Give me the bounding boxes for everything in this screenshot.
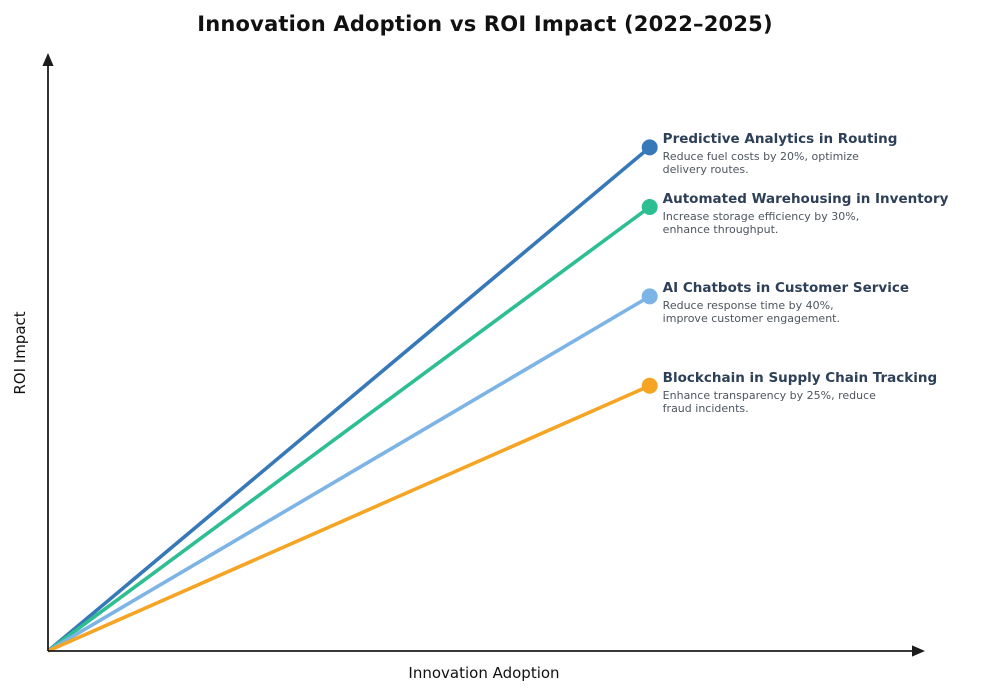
series-endpoint-dot-1 bbox=[641, 139, 658, 156]
annotation-series-4: Blockchain in Supply Chain Tracking Enha… bbox=[663, 370, 963, 415]
annotation-description: Reduce response time by 40%, improve cus… bbox=[663, 299, 963, 325]
annotation-desc-line: improve customer engagement. bbox=[662, 312, 840, 326]
annotation-title: Blockchain in Supply Chain Tracking bbox=[662, 369, 938, 386]
series-line-1 bbox=[46, 145, 651, 653]
annotation-series-1: Predictive Analytics in Routing Reduce f… bbox=[663, 131, 963, 176]
axes-layer bbox=[42, 53, 925, 657]
annotation-series-3: AI Chatbots in Customer Service Reduce r… bbox=[663, 280, 963, 325]
annotation-title: AI Chatbots in Customer Service bbox=[662, 280, 909, 297]
x-axis-label: Innovation Adoption bbox=[408, 664, 560, 682]
series-layer bbox=[46, 139, 658, 653]
y-axis-arrowhead-icon bbox=[42, 53, 54, 66]
y-axis-label: ROI Impact bbox=[11, 311, 29, 395]
annotation-desc-line: Reduce response time by 40%, bbox=[662, 299, 834, 313]
series-line-2 bbox=[46, 205, 651, 653]
annotation-desc-line: Enhance transparency by 25%, reduce bbox=[662, 388, 876, 402]
annotation-desc-line: delivery routes. bbox=[662, 163, 749, 177]
annotation-desc-line: fraud incidents. bbox=[662, 401, 749, 415]
annotation-desc-line: Reduce fuel costs by 20%, optimize bbox=[662, 150, 859, 164]
annotation-title: Automated Warehousing in Inventory bbox=[662, 190, 949, 207]
series-line-4 bbox=[47, 384, 651, 653]
annotation-series-2: Automated Warehousing in Inventory Incre… bbox=[663, 191, 963, 236]
annotation-desc-line: enhance throughput. bbox=[662, 222, 779, 236]
annotation-description: Enhance transparency by 25%, reduce frau… bbox=[663, 389, 963, 415]
series-endpoint-dot-2 bbox=[641, 198, 658, 215]
annotation-title: Predictive Analytics in Routing bbox=[662, 131, 898, 148]
annotation-desc-line: Increase storage efficiency by 30%, bbox=[662, 209, 860, 223]
annotation-description: Increase storage efficiency by 30%, enha… bbox=[663, 210, 963, 236]
series-endpoint-dot-4 bbox=[641, 377, 658, 394]
series-endpoint-dot-3 bbox=[641, 288, 658, 305]
annotation-description: Reduce fuel costs by 20%, optimize deliv… bbox=[663, 150, 963, 176]
x-axis-arrowhead-icon bbox=[912, 645, 925, 657]
series-line-3 bbox=[47, 294, 651, 653]
chart-title: Innovation Adoption vs ROI Impact (2022–… bbox=[197, 12, 773, 36]
